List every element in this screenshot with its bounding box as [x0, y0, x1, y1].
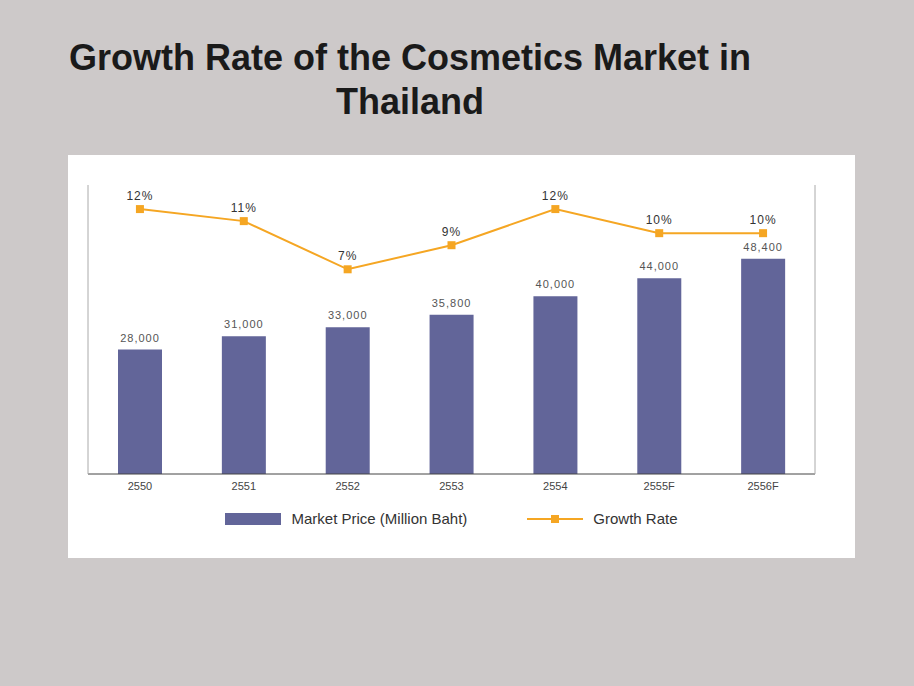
- svg-text:7%: 7%: [338, 249, 357, 263]
- svg-text:2552: 2552: [335, 480, 359, 492]
- svg-text:2550: 2550: [128, 480, 152, 492]
- svg-text:12%: 12%: [126, 189, 153, 203]
- svg-text:28,000: 28,000: [120, 332, 160, 344]
- html-text:Market Price (Million Baht): Market Price (Million Baht): [291, 510, 468, 527]
- svg-text:2554: 2554: [543, 480, 567, 492]
- html-text:Growth Rate of the Cosmetics M: Growth Rate of the Cosmetics Market in T…: [68, 37, 752, 122]
- svg-text:2551: 2551: [232, 480, 256, 492]
- svg-text:10%: 10%: [750, 213, 777, 227]
- svg-text:2556F: 2556F: [747, 480, 778, 492]
- svg-text:2553: 2553: [439, 480, 463, 492]
- svg-text:9%: 9%: [442, 225, 461, 239]
- html-text:Growth Rate: Growth Rate: [593, 510, 678, 527]
- svg-text:35,800: 35,800: [432, 297, 472, 309]
- svg-text:2555F: 2555F: [644, 480, 675, 492]
- svg-text:12%: 12%: [542, 189, 569, 203]
- svg-text:33,000: 33,000: [328, 309, 368, 321]
- svg-text:10%: 10%: [646, 213, 673, 227]
- svg-text:31,000: 31,000: [224, 318, 264, 330]
- svg-text:11%: 11%: [231, 201, 257, 215]
- svg-text:48,400: 48,400: [743, 241, 783, 253]
- svg-text:44,000: 44,000: [639, 260, 679, 272]
- svg-text:40,000: 40,000: [536, 278, 576, 290]
